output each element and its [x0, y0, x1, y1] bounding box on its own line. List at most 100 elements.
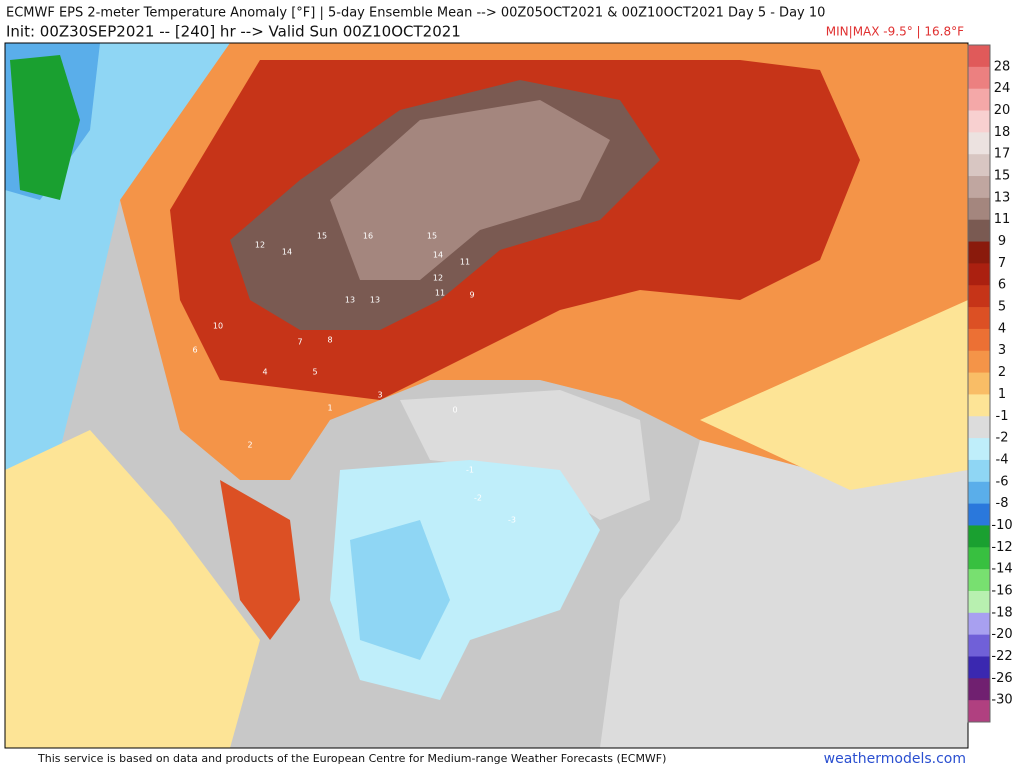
colorbar-swatch: [968, 525, 990, 548]
map-value-label: 13: [370, 296, 380, 305]
colorbar-swatch: [968, 110, 990, 133]
colorbar-label: 7: [998, 256, 1006, 271]
map-value-label: 5: [312, 368, 317, 377]
colorbar-label: -26: [991, 671, 1012, 686]
colorbar-label: -10: [991, 518, 1012, 533]
colorbar-label: 2: [998, 365, 1006, 380]
colorbar-swatch: [968, 88, 990, 112]
south-neutral: [400, 390, 650, 520]
map-value-label: 1: [327, 404, 332, 413]
map-value-label: 14: [282, 248, 292, 257]
atlantic-warm: [700, 300, 968, 490]
colorbar-label: -4: [996, 452, 1009, 467]
colorbar-swatch: [968, 569, 990, 592]
colorbar-swatch: [968, 547, 990, 570]
pacific-warm: [5, 430, 260, 748]
colorbar-label: 15: [994, 169, 1011, 184]
colorbar-label: -1: [996, 409, 1009, 424]
colorbar-swatch: [968, 700, 990, 723]
colorbar-label: 18: [994, 125, 1011, 140]
map-value-label: 4: [262, 368, 267, 377]
map-value-label: 13: [345, 296, 355, 305]
map-value-label: 14: [433, 251, 443, 260]
colorbar-label: 9: [998, 234, 1006, 249]
colorbar-swatch: [968, 612, 990, 636]
title: ECMWF EPS 2-meter Temperature Anomaly [°…: [6, 6, 825, 21]
colorbar-swatch: [968, 481, 990, 505]
colorbar-swatch: [968, 197, 990, 221]
colorbar-swatch: [968, 416, 990, 439]
colorbar-label: 17: [994, 147, 1011, 162]
colorbar-swatch: [968, 219, 990, 243]
colorbar-label: -12: [991, 540, 1012, 555]
colorbar-label: -8: [996, 496, 1009, 511]
colorbar-swatch: [968, 459, 990, 483]
colorbar-label: -30: [991, 693, 1012, 708]
subtitle: Init: 00Z30SEP2021 -- [240] hr --> Valid…: [6, 23, 461, 41]
colorbar-label: 11: [994, 212, 1011, 227]
colorbar-label: -14: [991, 562, 1012, 577]
map: [4, 42, 969, 749]
colorbar-swatch: [968, 656, 990, 679]
colorbar-label: -16: [991, 583, 1012, 598]
map-value-label: 15: [427, 232, 437, 241]
colorbar-swatch: [968, 328, 990, 352]
colorbar-swatch: [968, 372, 990, 395]
colorbar-swatch: [968, 350, 990, 374]
map-value-label: 8: [327, 336, 332, 345]
colorbar-swatch: [968, 438, 990, 461]
map-value-label: 6: [192, 346, 197, 355]
colorbar-swatch: [968, 307, 990, 330]
colorbar-label: 4: [998, 321, 1006, 336]
watermark: weathermodels.com: [824, 751, 966, 767]
colorbar-label: -2: [996, 431, 1009, 446]
colorbar-swatch: [968, 45, 990, 68]
min-max: MIN|MAX -9.5° | 16.8°F: [826, 25, 964, 39]
atlantic-neutral: [600, 440, 968, 748]
colorbar-label: -22: [991, 649, 1012, 664]
map-value-label: 12: [255, 241, 265, 250]
colorbar-label: -20: [991, 627, 1012, 642]
colorbar-swatch: [968, 394, 990, 417]
map-value-label: 3: [377, 391, 382, 400]
brown-peak: [330, 100, 610, 280]
map-value-label: 16: [363, 232, 373, 241]
map-value-label: 10: [213, 322, 223, 331]
colorbar-swatch: [968, 66, 990, 90]
colorbar-swatch: [968, 590, 990, 614]
colorbar-swatch: [968, 503, 990, 526]
map-value-label: 11: [460, 258, 470, 267]
colorbar-swatch: [968, 285, 990, 308]
map-value-label: 12: [433, 274, 443, 283]
mexico-cooler: [350, 520, 450, 660]
colorbar-swatch: [968, 634, 990, 657]
credit: This service is based on data and produc…: [37, 752, 666, 765]
colorbar-swatch: [968, 154, 990, 177]
map-value-label: 9: [469, 291, 474, 300]
colorbar-swatch: [968, 678, 990, 701]
colorbar-swatch: [968, 241, 990, 264]
colorbar-label: 20: [994, 103, 1011, 118]
colorbar-label: 6: [998, 278, 1006, 293]
map-value-label: -2: [474, 494, 482, 503]
colorbar-label: 5: [998, 300, 1006, 315]
alaska-green: [10, 55, 80, 200]
map-value-label: -1: [466, 466, 474, 475]
colorbar-label: 24: [994, 81, 1011, 96]
map-value-label: 0: [452, 406, 457, 415]
map-value-label: 11: [435, 289, 445, 298]
colorbar-label: -6: [996, 474, 1009, 489]
map-value-label: -3: [508, 516, 516, 525]
mexico-warm: [220, 480, 300, 640]
colorbar-label: 3: [998, 343, 1006, 358]
colorbar-frame: [967, 44, 991, 723]
colorbar-swatch: [968, 263, 990, 286]
colorbar-swatch: [968, 132, 990, 155]
colorbar-label: 13: [994, 190, 1011, 205]
map-value-label: 2: [247, 441, 252, 450]
colorbar-label: -18: [991, 605, 1012, 620]
map-value-label: 15: [317, 232, 327, 241]
colorbar-swatch: [968, 176, 990, 199]
colorbar-label: 28: [994, 59, 1011, 74]
